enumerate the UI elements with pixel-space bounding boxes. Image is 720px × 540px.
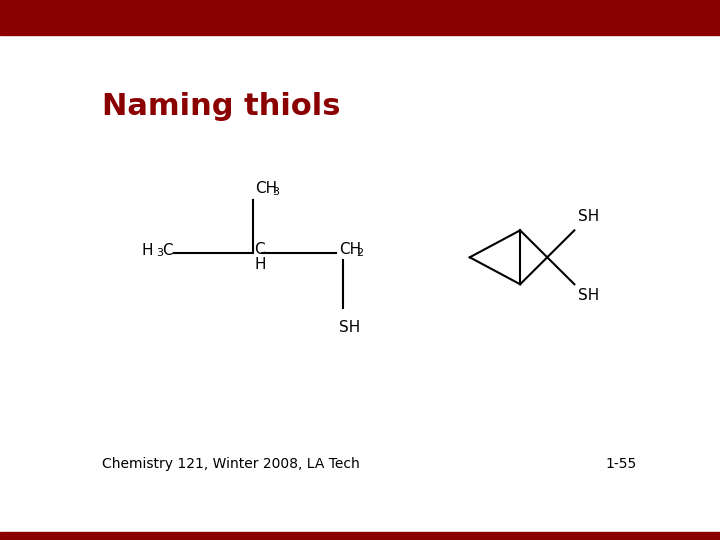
Text: H: H	[142, 243, 153, 258]
Text: SH: SH	[578, 288, 600, 303]
Text: 2: 2	[356, 248, 363, 258]
Text: Naming thiols: Naming thiols	[102, 92, 340, 121]
Text: CH: CH	[255, 181, 277, 195]
Text: Chemistry 121, Winter 2008, LA Tech: Chemistry 121, Winter 2008, LA Tech	[102, 457, 359, 471]
Text: C: C	[162, 243, 173, 258]
Text: SH: SH	[578, 209, 600, 224]
Text: C: C	[254, 242, 265, 257]
Text: 3: 3	[272, 187, 279, 197]
Text: 1-55: 1-55	[605, 457, 636, 471]
Text: SH: SH	[339, 320, 360, 335]
Text: CH: CH	[339, 242, 361, 257]
Text: H: H	[254, 256, 266, 272]
Text: 3: 3	[156, 248, 163, 259]
